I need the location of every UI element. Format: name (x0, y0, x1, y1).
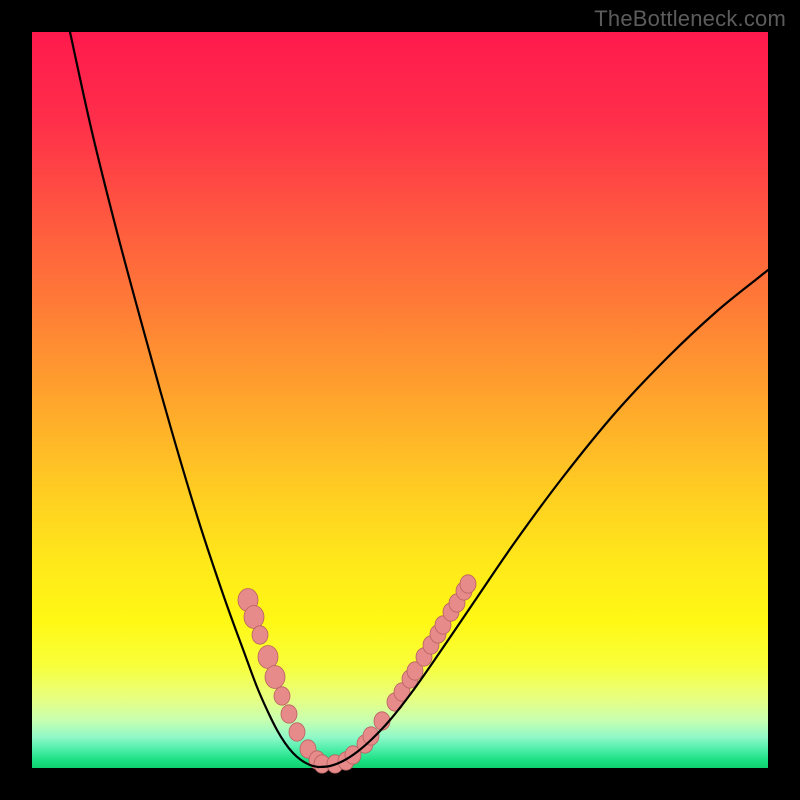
bead-2 (252, 626, 268, 644)
bead-6 (281, 705, 297, 723)
watermark-text: TheBottleneck.com (594, 6, 786, 32)
bead-7 (289, 723, 305, 741)
bead-4 (265, 666, 285, 689)
gradient-background (32, 32, 768, 768)
chart-container: TheBottleneck.com (0, 0, 800, 800)
bead-3 (258, 646, 278, 669)
chart-svg (0, 0, 800, 800)
bead-28 (460, 575, 476, 593)
bead-5 (274, 687, 290, 705)
plot-area (32, 32, 768, 773)
bead-1 (244, 606, 264, 629)
